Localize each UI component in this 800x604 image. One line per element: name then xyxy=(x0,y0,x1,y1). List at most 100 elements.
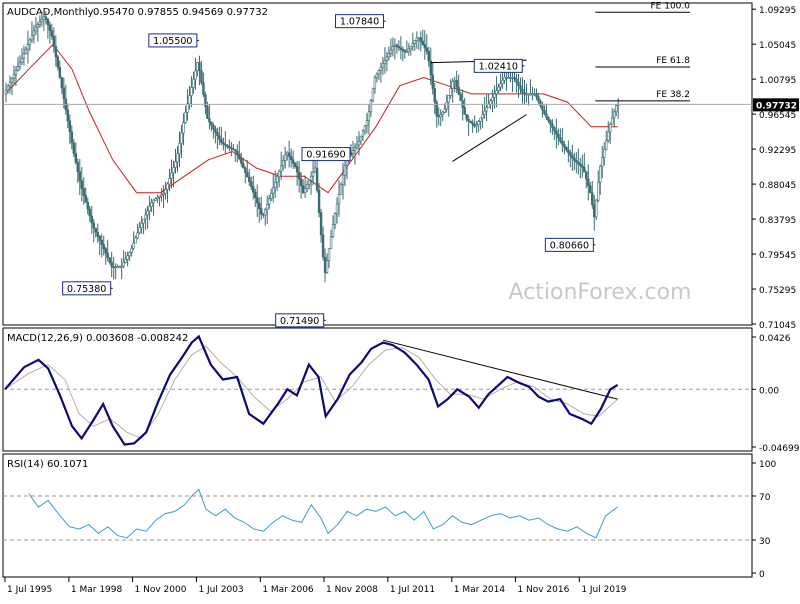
candle-body xyxy=(34,26,38,32)
candle-body xyxy=(497,86,500,91)
candle-body xyxy=(379,66,383,71)
candle-body xyxy=(277,170,281,178)
candle-body xyxy=(311,171,315,177)
candle-body xyxy=(26,44,30,50)
candle-body xyxy=(561,140,564,145)
candle-body xyxy=(244,167,247,173)
candle-body xyxy=(134,237,137,244)
candle-body xyxy=(14,70,18,75)
candle-body xyxy=(463,107,466,115)
rsi-line xyxy=(28,488,618,539)
candle-body xyxy=(593,204,596,218)
candle-body xyxy=(483,110,486,115)
candle-body xyxy=(194,70,197,80)
candle-body xyxy=(285,152,289,156)
candle-body xyxy=(268,198,271,205)
x-tick-label: 1 Mar 2006 xyxy=(262,585,314,595)
candle-body xyxy=(220,138,223,143)
candle-body xyxy=(250,181,253,187)
candle-body xyxy=(210,121,213,126)
candle-body xyxy=(48,24,52,31)
candle-body xyxy=(184,112,187,124)
candle-body xyxy=(256,197,259,204)
candle-body xyxy=(553,127,556,132)
candle-body xyxy=(545,113,548,118)
candle-body xyxy=(537,96,540,102)
candle-body xyxy=(10,77,14,83)
candle-body xyxy=(188,95,191,105)
candle-body xyxy=(206,106,209,119)
candle-body xyxy=(246,172,249,178)
candle-body xyxy=(467,118,470,122)
candle-body xyxy=(74,153,77,163)
candle-body xyxy=(451,81,454,89)
candle-body xyxy=(511,77,514,79)
ohlc-label: 0.95470 0.97855 0.94569 0.97732 xyxy=(93,7,268,18)
candle-body xyxy=(138,227,141,234)
candle-body xyxy=(42,16,46,20)
candle-body xyxy=(240,158,243,164)
candle-body xyxy=(377,70,381,75)
candle-body xyxy=(174,161,177,168)
annotation-box xyxy=(148,33,198,48)
candle-body xyxy=(128,252,131,257)
candle-body xyxy=(98,236,101,241)
candle-body xyxy=(403,50,407,53)
rsi-panel-frame xyxy=(2,453,753,578)
candle-body xyxy=(499,83,502,88)
candle-body xyxy=(445,101,448,110)
annotation-label: 0.80660 xyxy=(550,240,589,251)
candle-body xyxy=(4,89,8,95)
candle-body xyxy=(319,212,323,236)
candle-body xyxy=(62,87,66,100)
candle-body xyxy=(503,77,506,81)
candle-body xyxy=(132,242,135,249)
candle-body xyxy=(333,213,337,225)
candle-body xyxy=(46,18,50,26)
candle-body xyxy=(58,66,62,78)
candle-body xyxy=(547,116,550,121)
candle-body xyxy=(321,234,325,258)
watermark: ActionForex.com xyxy=(509,280,692,305)
candle-body xyxy=(509,77,512,79)
candle-body xyxy=(543,110,546,115)
candle-body xyxy=(335,203,339,214)
candle-body xyxy=(190,87,193,96)
candle-body xyxy=(22,53,26,59)
candle-body xyxy=(533,93,536,96)
candle-body xyxy=(491,97,494,102)
candle-body xyxy=(421,40,424,45)
annotation-box xyxy=(62,281,112,296)
annotation-label: 1.02410 xyxy=(479,61,518,72)
candle-body xyxy=(391,46,395,51)
candle-body xyxy=(86,201,89,210)
annotation-label: 1.05500 xyxy=(153,36,192,47)
candle-body xyxy=(291,159,295,164)
candle-body xyxy=(258,202,261,209)
candle-body xyxy=(441,111,444,115)
candle-body xyxy=(339,184,343,195)
candle-body xyxy=(200,70,203,83)
candle-body xyxy=(393,44,397,47)
candle-body xyxy=(417,37,420,39)
candle-body xyxy=(230,147,233,150)
candle-body xyxy=(100,240,103,245)
current-price-box xyxy=(753,98,799,112)
candle-body xyxy=(154,198,157,201)
candle-body xyxy=(413,40,417,44)
candle-body xyxy=(371,88,375,101)
candle-body xyxy=(383,60,387,65)
candle-body xyxy=(389,49,393,54)
candle-body xyxy=(104,248,107,254)
candle-body xyxy=(585,171,588,180)
candle-body xyxy=(156,197,159,200)
rsi-y-tick-label: 70 xyxy=(759,493,771,503)
candle-body xyxy=(84,195,87,203)
candle-body xyxy=(423,44,426,49)
annotation-box xyxy=(275,313,325,328)
candle-body xyxy=(471,122,474,125)
candle-body xyxy=(68,120,72,133)
candle-body xyxy=(52,36,56,47)
